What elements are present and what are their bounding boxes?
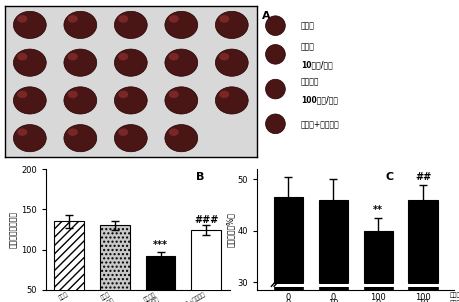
Ellipse shape xyxy=(17,91,28,98)
Ellipse shape xyxy=(266,79,285,99)
Ellipse shape xyxy=(114,87,147,114)
Text: 10: 10 xyxy=(328,299,339,302)
Ellipse shape xyxy=(266,45,285,64)
Ellipse shape xyxy=(215,49,248,76)
Bar xyxy=(191,230,221,302)
Text: B: B xyxy=(196,172,205,182)
Text: 100毫克/千克: 100毫克/千克 xyxy=(301,95,338,104)
Text: 10: 10 xyxy=(418,299,428,302)
Ellipse shape xyxy=(64,87,97,114)
Ellipse shape xyxy=(64,49,97,76)
Ellipse shape xyxy=(169,15,179,23)
Bar xyxy=(146,256,175,302)
Ellipse shape xyxy=(13,11,46,38)
Ellipse shape xyxy=(219,53,230,60)
Text: 甘草酸+苏尼替尼: 甘草酸+苏尼替尼 xyxy=(301,119,340,128)
Bar xyxy=(364,231,393,282)
Ellipse shape xyxy=(165,124,198,152)
Bar xyxy=(274,198,303,282)
Text: 对照组: 对照组 xyxy=(301,21,315,30)
Ellipse shape xyxy=(215,87,248,114)
Ellipse shape xyxy=(169,128,179,136)
Text: 0: 0 xyxy=(375,299,381,302)
Text: 0: 0 xyxy=(286,299,291,302)
Ellipse shape xyxy=(118,91,129,98)
Ellipse shape xyxy=(17,128,28,136)
Ellipse shape xyxy=(17,53,28,60)
Ellipse shape xyxy=(114,11,147,38)
Ellipse shape xyxy=(215,11,248,38)
Ellipse shape xyxy=(68,15,78,23)
Text: **: ** xyxy=(373,205,383,215)
Text: ##: ## xyxy=(415,172,431,182)
Ellipse shape xyxy=(118,15,129,23)
Ellipse shape xyxy=(266,16,285,36)
Ellipse shape xyxy=(68,53,78,60)
Text: ###: ### xyxy=(194,215,218,225)
Ellipse shape xyxy=(165,11,198,38)
Ellipse shape xyxy=(17,15,28,23)
Bar xyxy=(409,282,437,290)
Text: 甘草酸: 甘草酸 xyxy=(301,42,315,51)
Ellipse shape xyxy=(13,87,46,114)
Y-axis label: 脫器指数（%）: 脫器指数（%） xyxy=(226,212,235,247)
Bar xyxy=(54,221,84,302)
Bar xyxy=(266,284,445,287)
Bar xyxy=(319,200,348,282)
Ellipse shape xyxy=(165,87,198,114)
Bar xyxy=(100,226,130,302)
Bar xyxy=(409,200,437,282)
Text: 苏尼替尼(毫克/千克): 苏尼替尼(毫克/千克) xyxy=(450,293,459,298)
Ellipse shape xyxy=(165,49,198,76)
Ellipse shape xyxy=(13,49,46,76)
Ellipse shape xyxy=(68,128,78,136)
Ellipse shape xyxy=(118,53,129,60)
Ellipse shape xyxy=(169,53,179,60)
Ellipse shape xyxy=(13,124,46,152)
Bar xyxy=(364,282,393,290)
Ellipse shape xyxy=(169,91,179,98)
Text: A: A xyxy=(262,11,270,21)
Ellipse shape xyxy=(219,15,230,23)
Ellipse shape xyxy=(114,124,147,152)
Ellipse shape xyxy=(219,91,230,98)
Y-axis label: 心脏重量（毫克）: 心脏重量（毫克） xyxy=(9,211,18,248)
Text: C: C xyxy=(386,172,393,182)
Ellipse shape xyxy=(64,124,97,152)
Ellipse shape xyxy=(118,128,129,136)
Ellipse shape xyxy=(114,49,147,76)
Text: 甘草酸(毫克/千克): 甘草酸(毫克/千克) xyxy=(450,300,459,302)
Text: 10毫克/千克: 10毫克/千克 xyxy=(301,60,333,69)
Ellipse shape xyxy=(68,91,78,98)
Text: 苏尼替尼: 苏尼替尼 xyxy=(301,77,319,86)
Bar xyxy=(274,282,303,290)
Bar xyxy=(319,282,348,290)
Ellipse shape xyxy=(64,11,97,38)
Text: ***: *** xyxy=(153,240,168,250)
Ellipse shape xyxy=(266,114,285,133)
